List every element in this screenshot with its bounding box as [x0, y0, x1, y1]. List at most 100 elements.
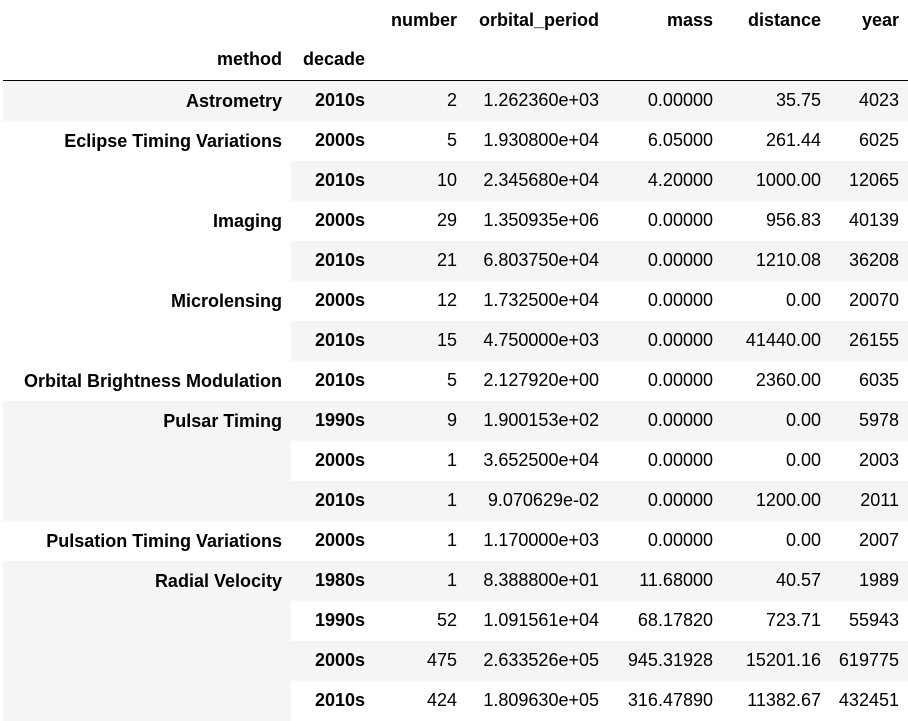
cell-mass: 0.00000 [608, 320, 722, 361]
cell-orbital-period: 1.262360e+03 [466, 80, 608, 121]
cell-orbital-period: 1.930800e+04 [483, 130, 599, 150]
method-label: Pulsar Timing [3, 400, 291, 521]
column-header-row: number orbital_period mass distance year [3, 0, 908, 40]
cell-orbital-period: 9.070629e-02 [466, 480, 608, 521]
decade-label: 2010s [291, 240, 374, 281]
method-label: Orbital Brightness Modulation [23, 370, 282, 391]
cell-orbital-period: 1.091561e+04 [483, 610, 599, 630]
column-header-distance: distance [747, 9, 821, 30]
method-label: Imaging [212, 210, 282, 231]
table-row: 2010s 15 4.750000e+03 0.00000 41440.00 26155 [3, 320, 908, 361]
table-row: Orbital Brightness Modulation 2010s 5 2.127… [3, 361, 908, 401]
cell-orbital-period: 1.732500e+04 [483, 290, 599, 310]
cell-orbital-period: 2.345680e+04 [466, 160, 608, 201]
table-row: 2010s 1 9.070629e-02 0.00000 1200.00 2011 [3, 480, 908, 521]
cell-distance: 1200.00 [722, 480, 830, 521]
cell-orbital-period: 2.633526e+05 [466, 640, 608, 681]
method-label: Astrometry [3, 80, 291, 121]
decade-label: 2000s [314, 530, 365, 550]
table-row: Eclipse Timing Variations 2000s 5 1.930800e… [3, 121, 908, 161]
cell-number: 10 [374, 160, 466, 201]
decade-label: 2010s [291, 480, 374, 521]
decade-label: 2010s [291, 80, 374, 121]
table-row: Pulsar Timing 1990s 9 1.900153e+02 0.00000 0.… [3, 400, 908, 521]
cell-mass: 0.00000 [647, 210, 713, 230]
decade-label: 2000s [314, 130, 365, 150]
method-label: Microlensing [170, 290, 282, 311]
cell-distance: 0.00 [785, 530, 821, 550]
decade-label: 2000s [314, 290, 365, 310]
decade-label: 1990s [291, 400, 374, 441]
method-label: Radial Velocity [3, 560, 291, 721]
index-name-row: method decade [3, 40, 908, 81]
cell-year: 36208 [830, 240, 908, 281]
table-row: Imaging 2000s 29 1.350935e+06 0.00000 956.83 4… [3, 201, 908, 241]
decade-label: 2000s [314, 210, 365, 230]
cell-number: 52 [436, 610, 457, 630]
table-row: Radial Velocity 1980s 1 8.388800e+01 11.6800… [3, 560, 908, 721]
cell-year: 55943 [848, 610, 899, 630]
cell-distance: 0.00 [785, 290, 821, 310]
cell-mass: 0.00000 [647, 370, 713, 390]
cell-year: 2011 [830, 480, 908, 521]
cell-mass: 11.68000 [608, 560, 722, 601]
cell-number: 1 [446, 530, 457, 550]
cell-mass: 0.00000 [647, 530, 713, 550]
cell-distance: 2360.00 [755, 370, 821, 390]
cell-number: 9 [374, 400, 466, 441]
table-row: 1990s 52 1.091561e+04 68.17820 723.71 55943 [3, 601, 908, 641]
table-row: Pulsation Timing Variations 2000s 1 1.17000… [3, 521, 908, 561]
cell-distance: 11382.67 [747, 690, 821, 710]
column-header-year: year [861, 9, 899, 30]
method-label: Pulsation Timing Variations [46, 530, 282, 551]
cell-number: 21 [374, 240, 466, 281]
cell-number: 5 [446, 370, 457, 390]
table-row: Microlensing 2000s 12 1.732500e+04 0.00000 0.… [3, 281, 908, 321]
cell-mass: 0.00000 [647, 450, 713, 470]
cell-mass: 945.31928 [608, 640, 722, 681]
cell-number: 15 [374, 320, 466, 361]
table-row: 2000s 475 2.633526e+05 945.31928 15201.16 619… [3, 640, 908, 681]
cell-year: 432451 [838, 690, 899, 710]
cell-orbital-period: 2.127920e+00 [483, 370, 599, 390]
cell-orbital-period: 3.652500e+04 [483, 450, 599, 470]
cell-distance: 956.83 [765, 210, 821, 230]
cell-mass: 68.17820 [637, 610, 713, 630]
cell-number: 1 [446, 450, 457, 470]
column-header-number: number [390, 9, 457, 30]
cell-mass: 0.00000 [647, 290, 713, 310]
cell-year: 6025 [858, 130, 899, 150]
table-row: 2010s 10 2.345680e+04 4.20000 1000.00 12065 [3, 160, 908, 201]
cell-year: 619775 [830, 640, 908, 681]
cell-orbital-period: 8.388800e+01 [466, 560, 608, 601]
cell-mass: 0.00000 [608, 400, 722, 441]
cell-number: 475 [374, 640, 466, 681]
cell-distance: 35.75 [722, 80, 830, 121]
cell-year: 1989 [830, 560, 908, 601]
header-blank [830, 40, 908, 81]
cell-distance: 0.00 [722, 400, 830, 441]
cell-year: 5978 [830, 400, 908, 441]
cell-orbital-period: 4.750000e+03 [466, 320, 608, 361]
cell-mass: 6.05000 [647, 130, 713, 150]
header-blank [374, 40, 466, 81]
header-blank [608, 40, 722, 81]
table-header: number orbital_period mass distance year… [3, 0, 908, 81]
decade-label: 2010s [314, 370, 365, 390]
header-blank [291, 0, 374, 40]
cell-mass: 0.00000 [608, 480, 722, 521]
table-body: Astrometry 2010s 2 1.262360e+03 0.00000 35.75… [3, 80, 908, 721]
cell-year: 2007 [858, 530, 899, 550]
index-name-decade: decade [291, 40, 374, 81]
decade-label: 2000s [291, 640, 374, 681]
cell-orbital-period: 1.900153e+02 [466, 400, 608, 441]
decade-label: 1990s [314, 610, 365, 630]
decade-label: 2000s [314, 450, 365, 470]
column-header-orbital-period: orbital_period [478, 9, 599, 30]
cell-distance: 1210.08 [722, 240, 830, 281]
cell-mass: 0.00000 [608, 80, 722, 121]
cell-distance: 40.57 [722, 560, 830, 601]
cell-year: 12065 [830, 160, 908, 201]
cell-year: 2003 [858, 450, 899, 470]
cell-mass: 0.00000 [608, 240, 722, 281]
